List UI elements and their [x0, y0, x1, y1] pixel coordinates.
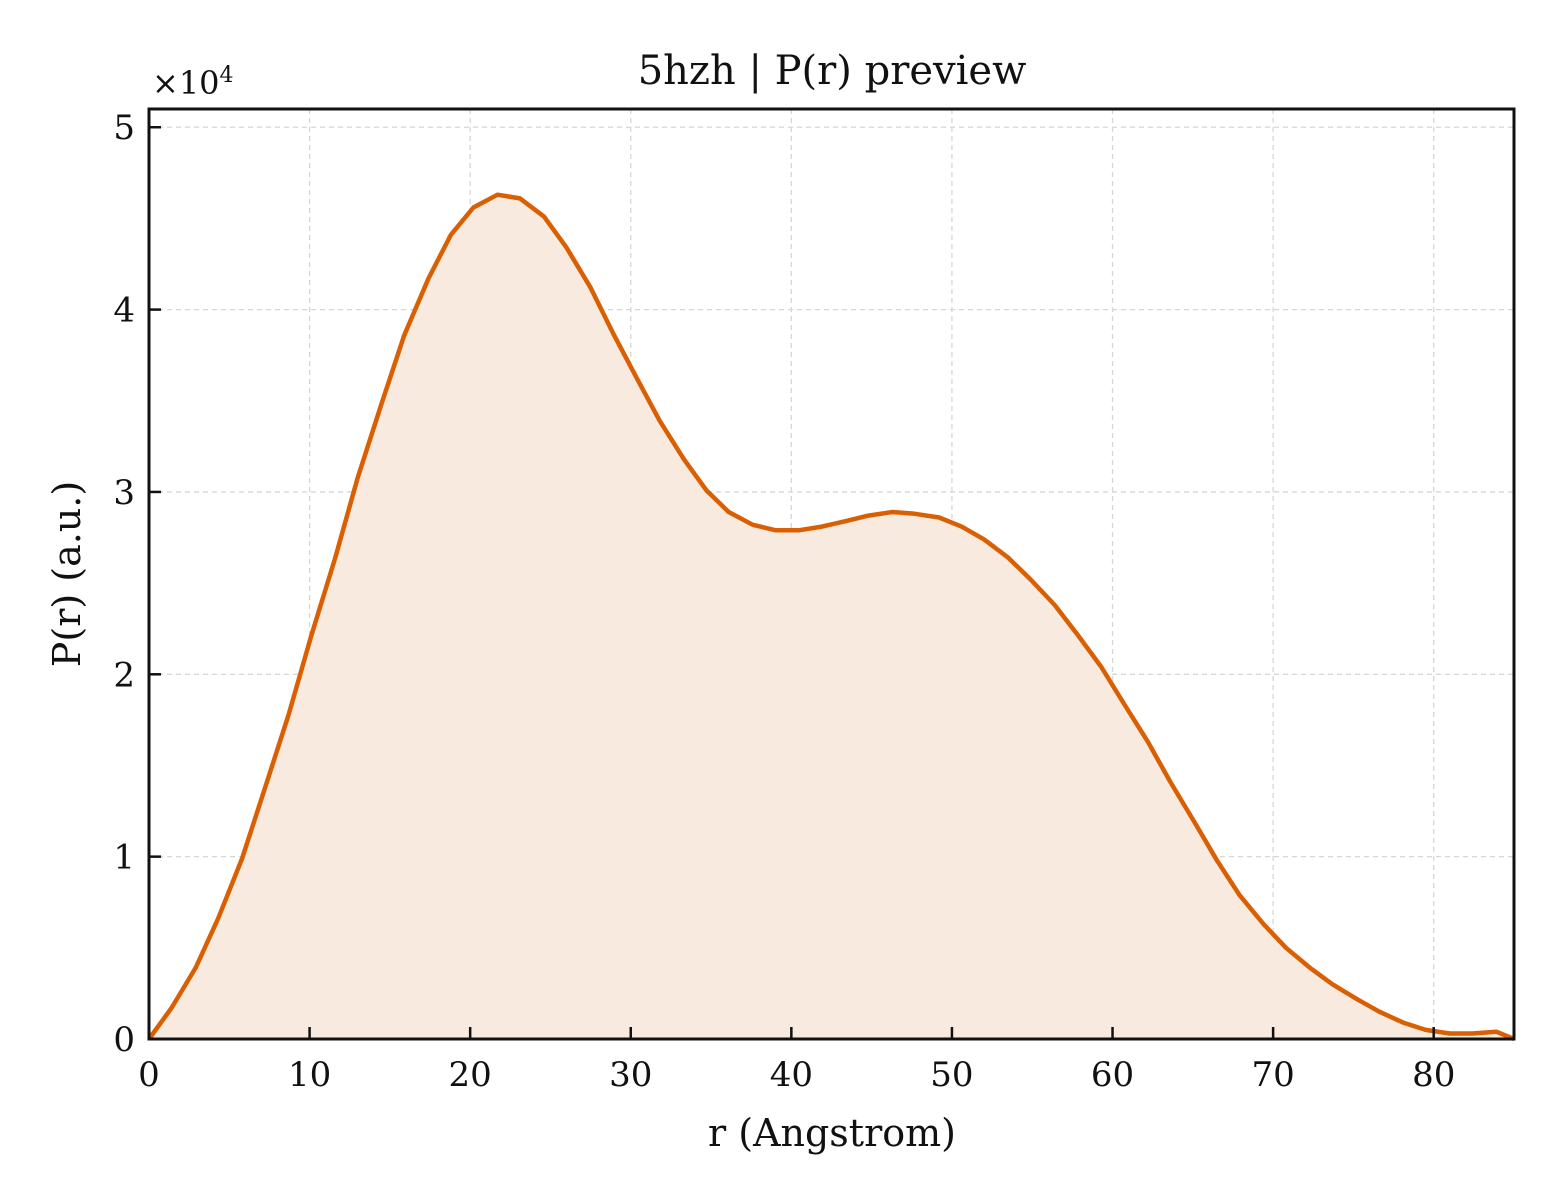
x-tick-label: 70 — [1251, 1055, 1294, 1095]
y-axis-label: P(r) (a.u.) — [45, 481, 89, 667]
y-tick-label: 4 — [113, 291, 135, 331]
plot-frame — [147, 107, 1516, 1041]
y-tick-label: 1 — [113, 838, 135, 878]
x-tick-label: 0 — [138, 1055, 160, 1095]
x-tick-label: 50 — [930, 1055, 973, 1095]
x-tick-label: 60 — [1091, 1055, 1134, 1095]
chart-title: 5hzh | P(r) preview — [638, 48, 1027, 94]
y-tick-label: 0 — [113, 1020, 135, 1060]
x-tick-label: 80 — [1412, 1055, 1455, 1095]
y-tick-label: 2 — [113, 655, 135, 695]
area-fill — [149, 194, 1514, 1039]
series-line — [147, 192, 1515, 1042]
axis-ticks: 0 10 20 30 40 50 60 70 80 0 1 2 3 4 5 — [113, 108, 1455, 1095]
y-tick-label: 5 — [113, 108, 135, 148]
y-axis-multiplier: ×104 — [152, 63, 234, 102]
x-tick-label: 30 — [609, 1055, 652, 1095]
y-tick-label: 3 — [113, 473, 135, 513]
x-tick-label: 10 — [288, 1055, 331, 1095]
x-axis-label: r (Angstrom) — [708, 1111, 956, 1155]
x-tick-label: 20 — [449, 1055, 492, 1095]
x-tick-label: 40 — [770, 1055, 813, 1095]
